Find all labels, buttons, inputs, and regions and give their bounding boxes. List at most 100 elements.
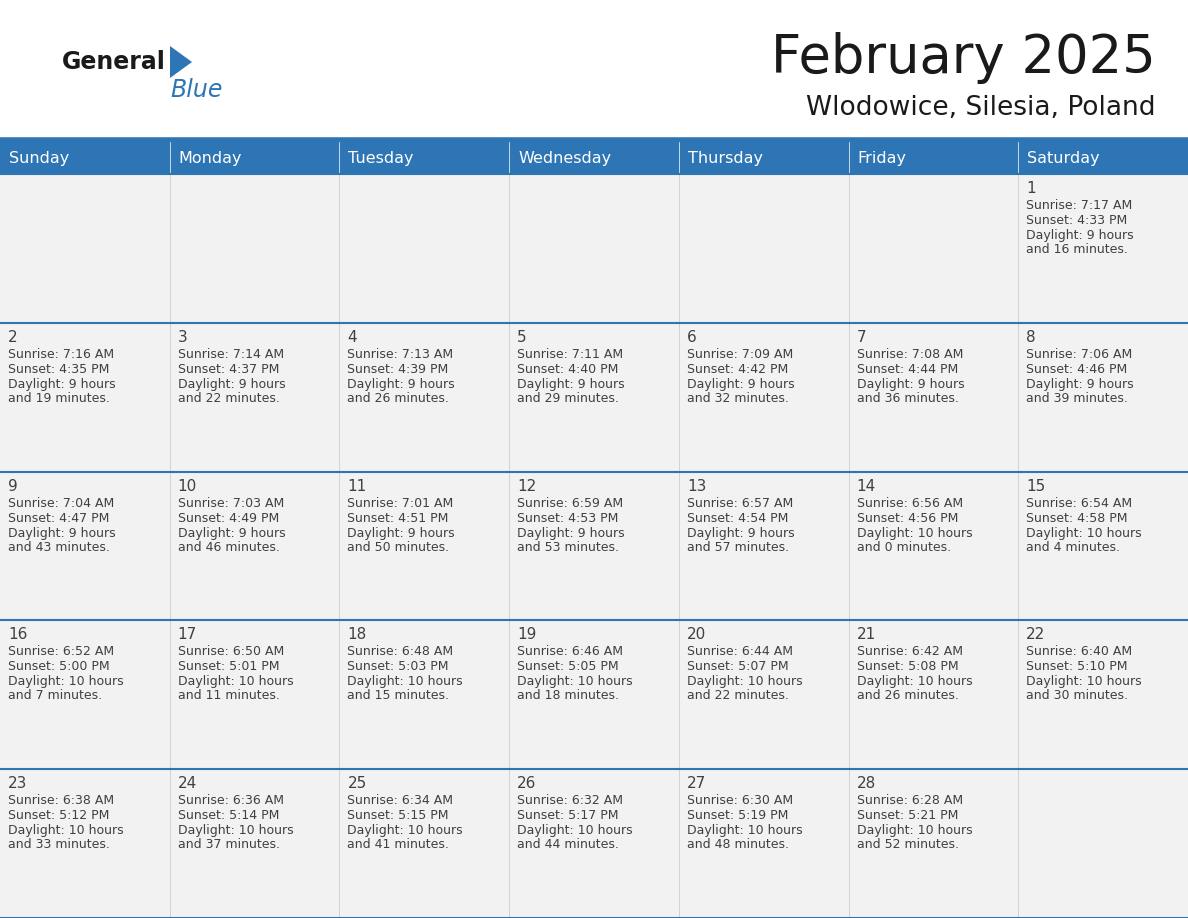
- Text: Sunrise: 6:48 AM: Sunrise: 6:48 AM: [347, 645, 454, 658]
- Bar: [170, 472, 340, 621]
- Bar: [340, 142, 510, 174]
- Text: Daylight: 10 hours: Daylight: 10 hours: [517, 824, 633, 837]
- Text: Sunrise: 6:57 AM: Sunrise: 6:57 AM: [687, 497, 794, 509]
- Bar: [170, 621, 340, 769]
- Text: Sunset: 5:10 PM: Sunset: 5:10 PM: [1026, 660, 1127, 674]
- Text: Sunset: 4:53 PM: Sunset: 4:53 PM: [517, 511, 619, 524]
- Text: Sunrise: 6:50 AM: Sunrise: 6:50 AM: [178, 645, 284, 658]
- Text: and 53 minutes.: and 53 minutes.: [517, 541, 619, 554]
- Bar: [678, 142, 848, 174]
- Text: Blue: Blue: [170, 78, 222, 102]
- Polygon shape: [170, 46, 192, 78]
- Text: Sunset: 5:05 PM: Sunset: 5:05 PM: [517, 660, 619, 674]
- Bar: [170, 174, 340, 323]
- Bar: [340, 174, 510, 323]
- Text: 16: 16: [8, 627, 27, 643]
- Text: and 29 minutes.: and 29 minutes.: [517, 392, 619, 405]
- Text: 23: 23: [8, 777, 27, 791]
- Bar: [510, 472, 678, 621]
- Text: Sunrise: 6:32 AM: Sunrise: 6:32 AM: [517, 794, 624, 807]
- Text: Friday: Friday: [858, 151, 906, 165]
- Text: Sunset: 4:39 PM: Sunset: 4:39 PM: [347, 363, 449, 375]
- Bar: [0, 769, 170, 918]
- Text: Daylight: 9 hours: Daylight: 9 hours: [8, 378, 115, 391]
- Text: Sunset: 4:42 PM: Sunset: 4:42 PM: [687, 363, 788, 375]
- Text: Wednesday: Wednesday: [518, 151, 612, 165]
- Text: Sunrise: 7:08 AM: Sunrise: 7:08 AM: [857, 348, 963, 361]
- Bar: [678, 472, 848, 621]
- Text: Daylight: 9 hours: Daylight: 9 hours: [347, 378, 455, 391]
- Text: 8: 8: [1026, 330, 1036, 345]
- Text: Sunrise: 6:52 AM: Sunrise: 6:52 AM: [8, 645, 114, 658]
- Text: Sunset: 5:14 PM: Sunset: 5:14 PM: [178, 809, 279, 823]
- Text: 17: 17: [178, 627, 197, 643]
- Text: Daylight: 9 hours: Daylight: 9 hours: [517, 527, 625, 540]
- Text: and 22 minutes.: and 22 minutes.: [687, 689, 789, 702]
- Text: 2: 2: [8, 330, 18, 345]
- Text: Sunset: 4:56 PM: Sunset: 4:56 PM: [857, 511, 958, 524]
- Bar: [1018, 142, 1188, 174]
- Text: Sunset: 4:54 PM: Sunset: 4:54 PM: [687, 511, 788, 524]
- Text: 13: 13: [687, 478, 706, 494]
- Bar: [848, 621, 1018, 769]
- Text: Daylight: 10 hours: Daylight: 10 hours: [178, 824, 293, 837]
- Text: Sunset: 4:58 PM: Sunset: 4:58 PM: [1026, 511, 1127, 524]
- Bar: [340, 621, 510, 769]
- Text: Daylight: 10 hours: Daylight: 10 hours: [857, 824, 972, 837]
- Text: Sunset: 4:47 PM: Sunset: 4:47 PM: [8, 511, 109, 524]
- Text: Sunrise: 7:16 AM: Sunrise: 7:16 AM: [8, 348, 114, 361]
- Text: Sunrise: 6:42 AM: Sunrise: 6:42 AM: [857, 645, 962, 658]
- Text: Daylight: 9 hours: Daylight: 9 hours: [8, 527, 115, 540]
- Text: Sunrise: 6:59 AM: Sunrise: 6:59 AM: [517, 497, 624, 509]
- Text: Sunrise: 7:04 AM: Sunrise: 7:04 AM: [8, 497, 114, 509]
- Bar: [340, 323, 510, 472]
- Text: 22: 22: [1026, 627, 1045, 643]
- Text: Daylight: 9 hours: Daylight: 9 hours: [687, 378, 795, 391]
- Text: 28: 28: [857, 777, 876, 791]
- Text: Daylight: 10 hours: Daylight: 10 hours: [347, 824, 463, 837]
- Bar: [340, 472, 510, 621]
- Text: and 44 minutes.: and 44 minutes.: [517, 838, 619, 851]
- Text: Sunset: 5:15 PM: Sunset: 5:15 PM: [347, 809, 449, 823]
- Text: Sunday: Sunday: [10, 151, 69, 165]
- Text: Thursday: Thursday: [688, 151, 763, 165]
- Text: Sunset: 5:03 PM: Sunset: 5:03 PM: [347, 660, 449, 674]
- Text: 11: 11: [347, 478, 367, 494]
- Text: Sunset: 4:51 PM: Sunset: 4:51 PM: [347, 511, 449, 524]
- Text: Wlodowice, Silesia, Poland: Wlodowice, Silesia, Poland: [807, 95, 1156, 121]
- Text: and 19 minutes.: and 19 minutes.: [8, 392, 109, 405]
- Text: Sunset: 4:40 PM: Sunset: 4:40 PM: [517, 363, 619, 375]
- Text: Sunset: 4:33 PM: Sunset: 4:33 PM: [1026, 214, 1127, 227]
- Text: Sunrise: 7:03 AM: Sunrise: 7:03 AM: [178, 497, 284, 509]
- Bar: [510, 769, 678, 918]
- Text: Daylight: 10 hours: Daylight: 10 hours: [687, 824, 802, 837]
- Text: Daylight: 10 hours: Daylight: 10 hours: [1026, 527, 1142, 540]
- Text: and 37 minutes.: and 37 minutes.: [178, 838, 279, 851]
- Text: Sunrise: 6:40 AM: Sunrise: 6:40 AM: [1026, 645, 1132, 658]
- Text: 21: 21: [857, 627, 876, 643]
- Bar: [0, 142, 170, 174]
- Text: 5: 5: [517, 330, 526, 345]
- Text: Sunrise: 7:13 AM: Sunrise: 7:13 AM: [347, 348, 454, 361]
- Text: Daylight: 10 hours: Daylight: 10 hours: [857, 527, 972, 540]
- Text: Tuesday: Tuesday: [348, 151, 413, 165]
- Bar: [678, 174, 848, 323]
- Text: Daylight: 9 hours: Daylight: 9 hours: [178, 527, 285, 540]
- Bar: [510, 323, 678, 472]
- Text: Sunrise: 6:46 AM: Sunrise: 6:46 AM: [517, 645, 624, 658]
- Text: 12: 12: [517, 478, 537, 494]
- Text: and 0 minutes.: and 0 minutes.: [857, 541, 950, 554]
- Text: Daylight: 9 hours: Daylight: 9 hours: [178, 378, 285, 391]
- Text: and 30 minutes.: and 30 minutes.: [1026, 689, 1129, 702]
- Text: and 32 minutes.: and 32 minutes.: [687, 392, 789, 405]
- Text: Sunrise: 7:09 AM: Sunrise: 7:09 AM: [687, 348, 794, 361]
- Text: and 36 minutes.: and 36 minutes.: [857, 392, 959, 405]
- Text: Sunrise: 6:44 AM: Sunrise: 6:44 AM: [687, 645, 792, 658]
- Bar: [678, 323, 848, 472]
- Bar: [1018, 621, 1188, 769]
- Text: Sunset: 4:46 PM: Sunset: 4:46 PM: [1026, 363, 1127, 375]
- Text: Sunset: 4:49 PM: Sunset: 4:49 PM: [178, 511, 279, 524]
- Text: and 7 minutes.: and 7 minutes.: [8, 689, 102, 702]
- Text: 15: 15: [1026, 478, 1045, 494]
- Text: 25: 25: [347, 777, 367, 791]
